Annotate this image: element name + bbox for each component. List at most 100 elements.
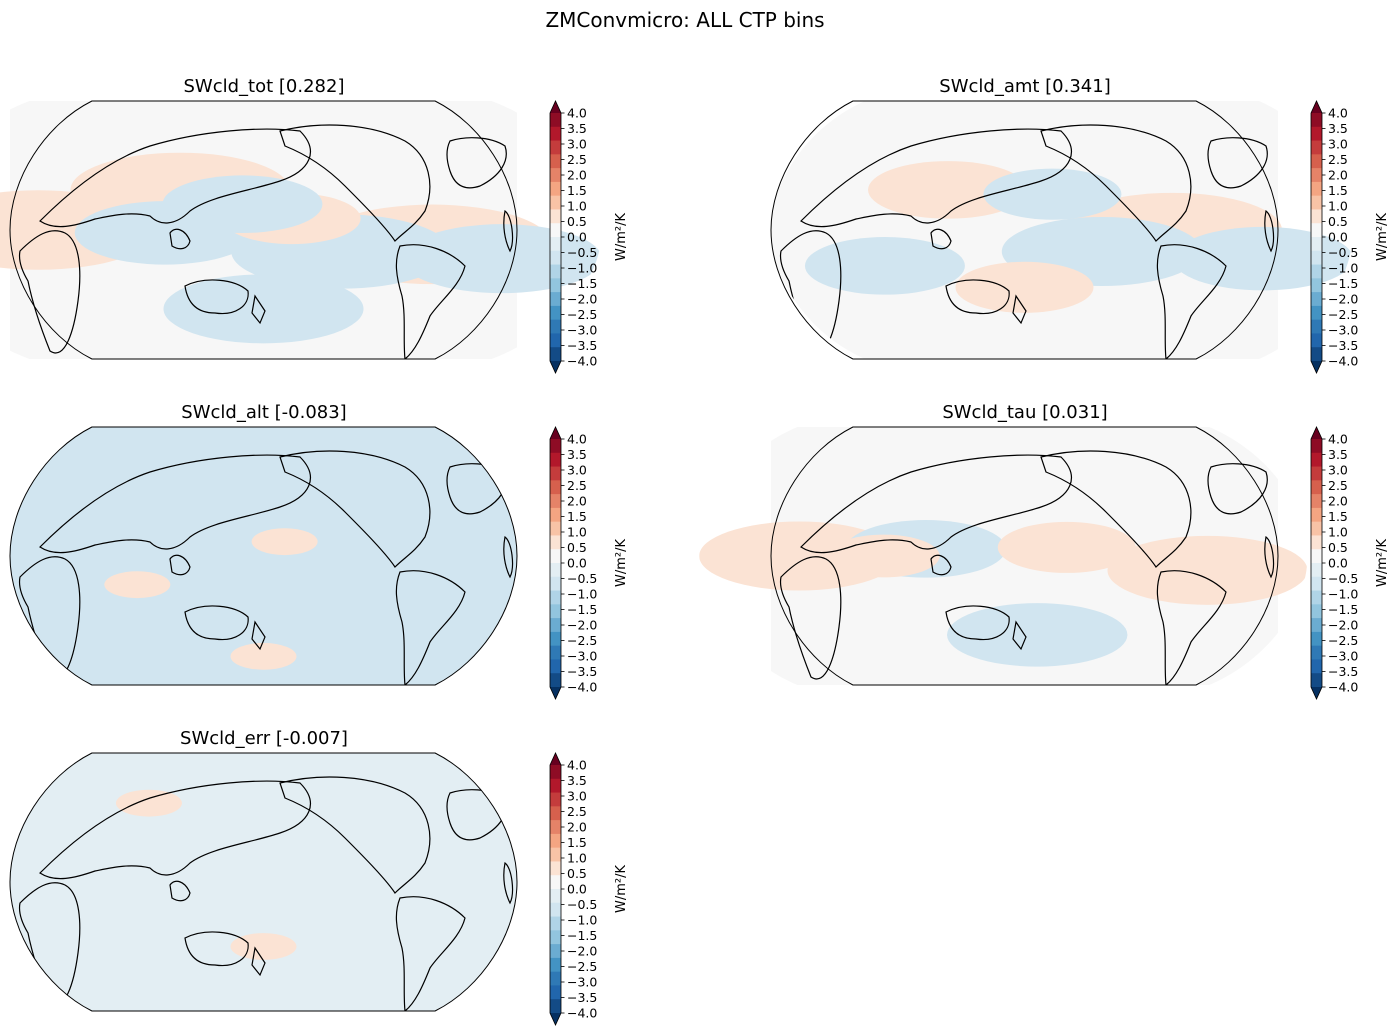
colorbar-tick-label: 0.5 [567, 540, 587, 555]
map-outline [770, 100, 1279, 360]
colorbar-tick-label: −4.0 [567, 680, 597, 695]
colorbar-segment [1311, 507, 1322, 523]
colorbar-segment [1311, 576, 1322, 592]
colorbar-tick-label: −3.5 [567, 338, 597, 353]
panel-title: SWcld_amt [0.341] [939, 76, 1110, 97]
colorbar-tick-label: 1.0 [567, 199, 587, 214]
colorbar-segment [1311, 673, 1322, 688]
colorbar-segment [1311, 195, 1322, 210]
map-SWcld_alt [9, 426, 518, 686]
contour-southern-ocean [947, 603, 1128, 667]
colorbar-segment [550, 333, 561, 348]
colorbar-segment [550, 631, 561, 647]
colorbar-tick-label: −0.5 [567, 245, 597, 260]
map-outline [770, 426, 1279, 686]
colorbar-tick-label: 3.0 [1328, 463, 1348, 478]
colorbar-segment [1311, 631, 1322, 647]
colorbar-tick-label: −3.5 [1328, 338, 1358, 353]
colorbar-tick-label: −3.5 [567, 990, 597, 1005]
colorbar-extend-min [1311, 361, 1322, 373]
contour-antarctic-edge [230, 642, 297, 670]
colorbar-tick-label: −3.0 [567, 975, 597, 990]
colorbar-tick-label: 4.0 [567, 106, 587, 121]
colorbar-segment [550, 521, 561, 536]
contour-tropical-indian-ocean [827, 534, 940, 578]
panel-title: SWcld_alt [-0.083] [181, 402, 346, 423]
colorbar-tick-label: −3.0 [567, 649, 597, 664]
colorbar-segment [550, 902, 561, 918]
colorbar-tick-label: 1.5 [1328, 509, 1348, 524]
colorbar-tick-label: −1.0 [1328, 587, 1358, 602]
colorbar-tick-label: −2.0 [567, 292, 597, 307]
colorbar-tick-label: 2.0 [567, 494, 587, 509]
colorbar-tick-label: 2.5 [567, 804, 587, 819]
colorbar-tick-label: 0.0 [1328, 230, 1348, 245]
contour-tropical-africa [699, 521, 900, 591]
contour-east-asia-nw-pacific [868, 161, 1029, 219]
contour-southern-indian-ocean [104, 571, 171, 599]
colorbar-segment [550, 126, 561, 142]
colorbar-segment [550, 875, 561, 890]
colorbar-segment [550, 154, 561, 169]
colorbar-segment [550, 223, 561, 238]
map-SWcld_tot [0, 100, 602, 360]
map-background [10, 753, 517, 1011]
colorbar-segment [550, 971, 561, 986]
colorbar-segment [1311, 181, 1322, 197]
colorbar-segment [550, 833, 561, 849]
colorbar-tick-label: 2.5 [1328, 152, 1348, 167]
colorbar-extend-max [1311, 101, 1322, 113]
colorbar-tick-label: 3.5 [567, 447, 587, 462]
contour-northern-continents [115, 789, 182, 817]
colorbar-segment [550, 466, 561, 481]
colorbar-segment [1311, 305, 1322, 321]
colorbar-tick-label: −1.5 [1328, 276, 1358, 291]
colorbar-segment [550, 765, 561, 780]
colorbar-segment [550, 957, 561, 973]
colorbar-segment [1311, 209, 1322, 224]
colorbar-tick-label: −2.5 [1328, 633, 1358, 648]
colorbar-tick-label: 1.5 [1328, 183, 1348, 198]
colorbar-tick-label: 1.0 [567, 525, 587, 540]
colorbar-tick-label: −3.5 [567, 664, 597, 679]
colorbar-tick-label: −2.5 [567, 633, 597, 648]
colorbar-tick-label: 3.0 [567, 137, 587, 152]
colorbar-segment [550, 916, 561, 931]
colorbar-segment [550, 792, 561, 807]
colorbar-segment [1311, 264, 1322, 279]
colorbar-tick-label: −2.5 [567, 307, 597, 322]
colorbar-tick-label: −3.0 [567, 323, 597, 338]
colorbar-tick-label: −1.0 [1328, 261, 1358, 276]
colorbar-segment [1311, 604, 1322, 619]
colorbar-segment [550, 347, 561, 362]
colorbar-tick-label: −1.0 [567, 913, 597, 928]
colorbar-segment [550, 209, 561, 224]
colorbar-extend-min [550, 687, 561, 699]
colorbar-tick-label: 4.0 [567, 758, 587, 773]
panel-swcld-alt: SWcld_alt [-0.083]4.03.53.02.52.01.51.00… [9, 402, 629, 700]
colorbar-tick-label: −1.0 [567, 587, 597, 602]
colorbar-segment [550, 847, 561, 862]
panel-swcld-amt: SWcld_amt [0.341]4.03.53.02.52.01.51.00.… [770, 76, 1390, 374]
panel-swcld-tot: SWcld_tot [0.282]4.03.53.02.52.01.51.00.… [0, 76, 629, 374]
colorbar-extend-min [550, 1013, 561, 1025]
colorbar-segment [1311, 292, 1322, 307]
colorbar-tick-label: 0.5 [1328, 540, 1348, 555]
colorbar-tick-label: 4.0 [567, 432, 587, 447]
colorbar-tick-label: −3.5 [1328, 664, 1358, 679]
contour-indian-ocean [804, 237, 965, 295]
colorbar-segment [550, 452, 561, 468]
map-SWcld_amt [770, 100, 1354, 360]
panel-title: SWcld_err [-0.007] [180, 728, 348, 749]
colorbar-tick-label: 0.0 [567, 230, 587, 245]
colorbar-segment [550, 549, 561, 564]
colorbar-segment [550, 889, 561, 904]
colorbar-segment [550, 576, 561, 592]
colorbar-segment [550, 140, 561, 155]
colorbar-segment [550, 820, 561, 835]
colorbar-segment [1311, 549, 1322, 564]
colorbar-segment [550, 168, 561, 183]
colorbar-tick-label: −1.0 [567, 261, 597, 276]
colorbar-tick-label: 2.0 [567, 168, 587, 183]
colorbar-tick-label: 1.5 [567, 835, 587, 850]
